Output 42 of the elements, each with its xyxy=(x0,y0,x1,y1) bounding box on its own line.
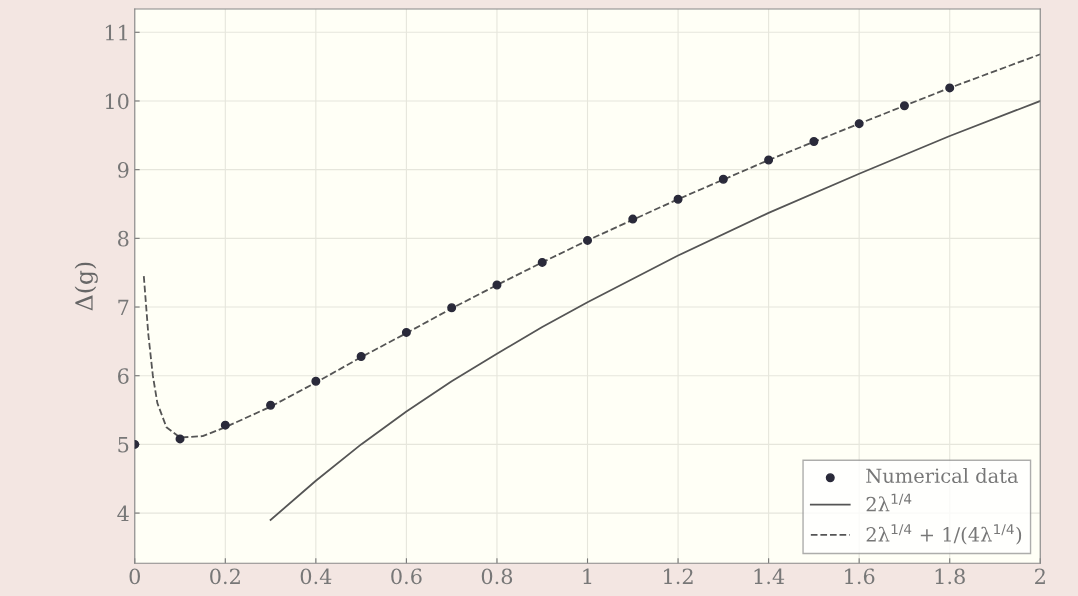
y-tick-label: 11 xyxy=(105,24,127,41)
x-tick-label: 1.4 xyxy=(754,568,785,585)
point xyxy=(175,434,185,444)
x-tick-label: 1 xyxy=(583,568,592,584)
point xyxy=(583,235,593,245)
y-tick-label: 5 xyxy=(118,437,129,453)
x-tick-label: 0 xyxy=(129,568,140,585)
point xyxy=(537,257,547,267)
point xyxy=(311,376,321,386)
x-tick-label: 1.2 xyxy=(664,568,693,585)
y-tick-label: 6 xyxy=(118,368,129,384)
point xyxy=(266,400,276,410)
y-tick-label: 8 xyxy=(118,230,129,247)
point xyxy=(492,280,502,290)
point xyxy=(220,420,230,430)
legend-label: Numerical data xyxy=(866,468,1019,484)
x-tick-label: 2 xyxy=(1035,568,1045,584)
y-tick-label: 10 xyxy=(105,93,129,110)
x-tick-label: 0.8 xyxy=(481,568,513,585)
x-tick-label: 0.4 xyxy=(300,568,332,585)
point xyxy=(764,155,774,165)
x-tick-label: 1.8 xyxy=(935,568,965,585)
x-tick-label: 0.2 xyxy=(210,568,240,585)
point xyxy=(628,214,638,224)
x-tick-label: 1.6 xyxy=(845,568,875,585)
point xyxy=(447,303,457,313)
point xyxy=(673,194,683,204)
y-tick-label: 7 xyxy=(118,299,129,315)
point xyxy=(718,174,728,184)
point xyxy=(945,83,955,93)
point xyxy=(899,101,909,111)
y-tick-label: 9 xyxy=(117,162,129,178)
legend-label: 2λ$^{1/4}$ + 1/(4λ$^{1/4}$) xyxy=(866,524,1022,545)
y-axis-title: Δ(g) xyxy=(74,262,98,311)
point xyxy=(356,351,366,361)
x-tick-label: 0.6 xyxy=(391,568,422,585)
y-tick-label: 4 xyxy=(117,505,129,521)
line-series xyxy=(269,100,1041,521)
point xyxy=(854,119,864,129)
point xyxy=(401,327,411,337)
legend-label: 2λ$^{1/4}$ xyxy=(866,493,912,512)
point xyxy=(809,137,819,146)
